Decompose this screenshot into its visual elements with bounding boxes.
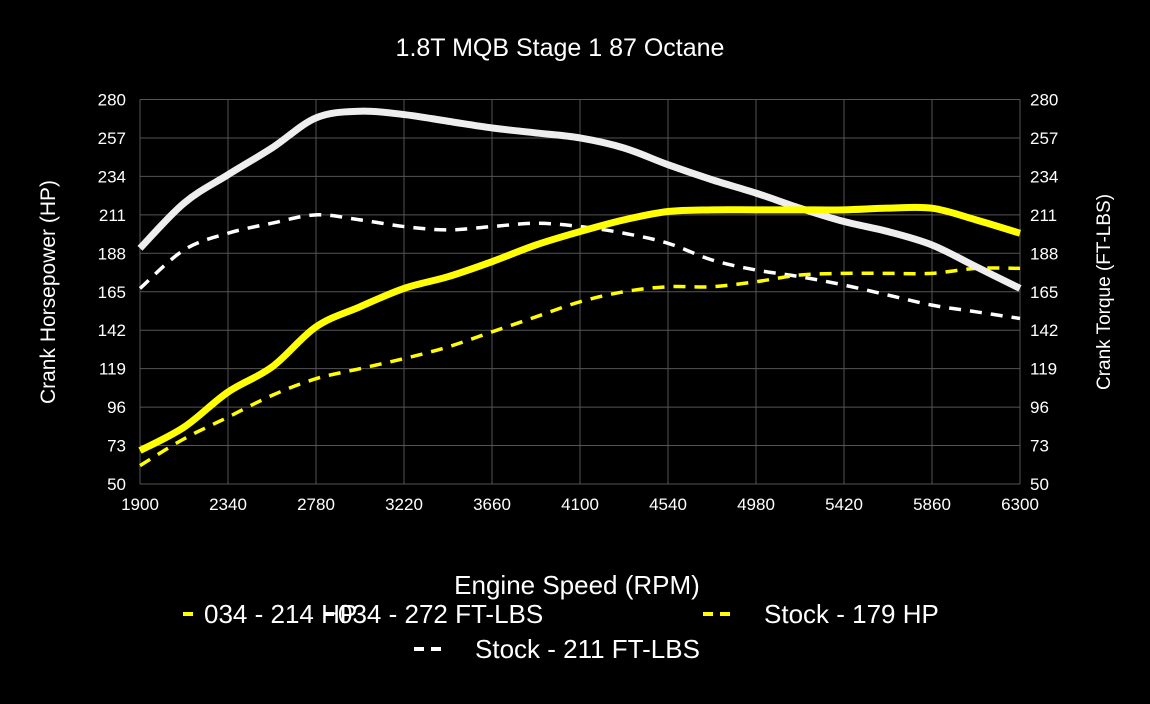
y-tick-label: 119 <box>99 360 126 379</box>
legend-label-034-hp: 034 - 214 HP <box>204 599 357 629</box>
x-tick-label: 5860 <box>913 495 951 514</box>
x-tick-label: 4540 <box>649 495 687 514</box>
y-tick-label: 165 <box>98 283 126 302</box>
chart-title: 1.8T MQB Stage 1 87 Octane <box>396 34 725 62</box>
x-tick-label: 5420 <box>825 495 863 514</box>
y-tick-label: 211 <box>99 206 126 225</box>
y2-tick-label: 119 <box>1030 360 1057 379</box>
y2-tick-label: 280 <box>1030 91 1058 110</box>
series-line-stock-211-ft-lbs <box>138 213 1021 321</box>
x-tick-label: 4100 <box>561 495 599 514</box>
series-lines <box>137 107 1022 468</box>
y2-tick-label: 73 <box>1030 437 1049 456</box>
x-tick-label: 6300 <box>1001 495 1039 514</box>
y-tick-label: 257 <box>98 129 126 148</box>
x-axis-label: Engine Speed (RPM) <box>454 570 700 600</box>
y-tick-label: 234 <box>98 167 126 186</box>
y-axis-label: Crank Horsepower (HP) <box>37 180 60 404</box>
legend: 034 - 214 HP 034 - 272 FT-LBS Stock - 17… <box>183 599 939 664</box>
series-line-stock-179-hp <box>139 266 1021 468</box>
legend-label-034-tq: 034 - 272 FT-LBS <box>338 599 543 629</box>
x-tick-label: 4980 <box>737 495 775 514</box>
legend-label-stock-tq: Stock - 211 FT-LBS <box>475 634 700 664</box>
x-tick-label: 3660 <box>473 495 511 514</box>
y2-tick-label: 211 <box>1030 206 1057 225</box>
grid <box>139 99 1021 485</box>
y2-tick-label: 142 <box>1030 321 1058 340</box>
x-tick-label: 2340 <box>209 495 247 514</box>
y2-tick-label: 234 <box>1030 167 1058 186</box>
y2-axis-label: Crank Torque (FT-LBS) <box>1094 194 1115 390</box>
y-tick-label: 50 <box>107 475 126 494</box>
y-tick-label: 96 <box>107 398 126 417</box>
series-line-034-214-hp <box>138 203 1022 454</box>
y2-tick-label: 188 <box>1030 244 1058 263</box>
y2-tick-label: 257 <box>1030 129 1058 148</box>
series-line-034-272-ft-lbs <box>137 107 1022 292</box>
y2-tick-label: 50 <box>1030 475 1049 494</box>
legend-label-stock-hp: Stock - 179 HP <box>764 599 939 629</box>
y-tick-label: 73 <box>107 437 126 456</box>
x-tick-label: 3220 <box>385 495 423 514</box>
y-tick-label: 142 <box>98 321 126 340</box>
x-tick-label: 1900 <box>121 495 159 514</box>
y-tick-label: 188 <box>98 244 126 263</box>
y2-tick-label: 165 <box>1030 283 1058 302</box>
y-tick-label: 280 <box>98 91 126 110</box>
x-tick-label: 2780 <box>297 495 335 514</box>
tick-labels: 1900 2340 2780 3220 3660 4100 4540 4980 5420 5860… <box>98 91 1059 515</box>
y2-tick-label: 96 <box>1030 398 1049 417</box>
